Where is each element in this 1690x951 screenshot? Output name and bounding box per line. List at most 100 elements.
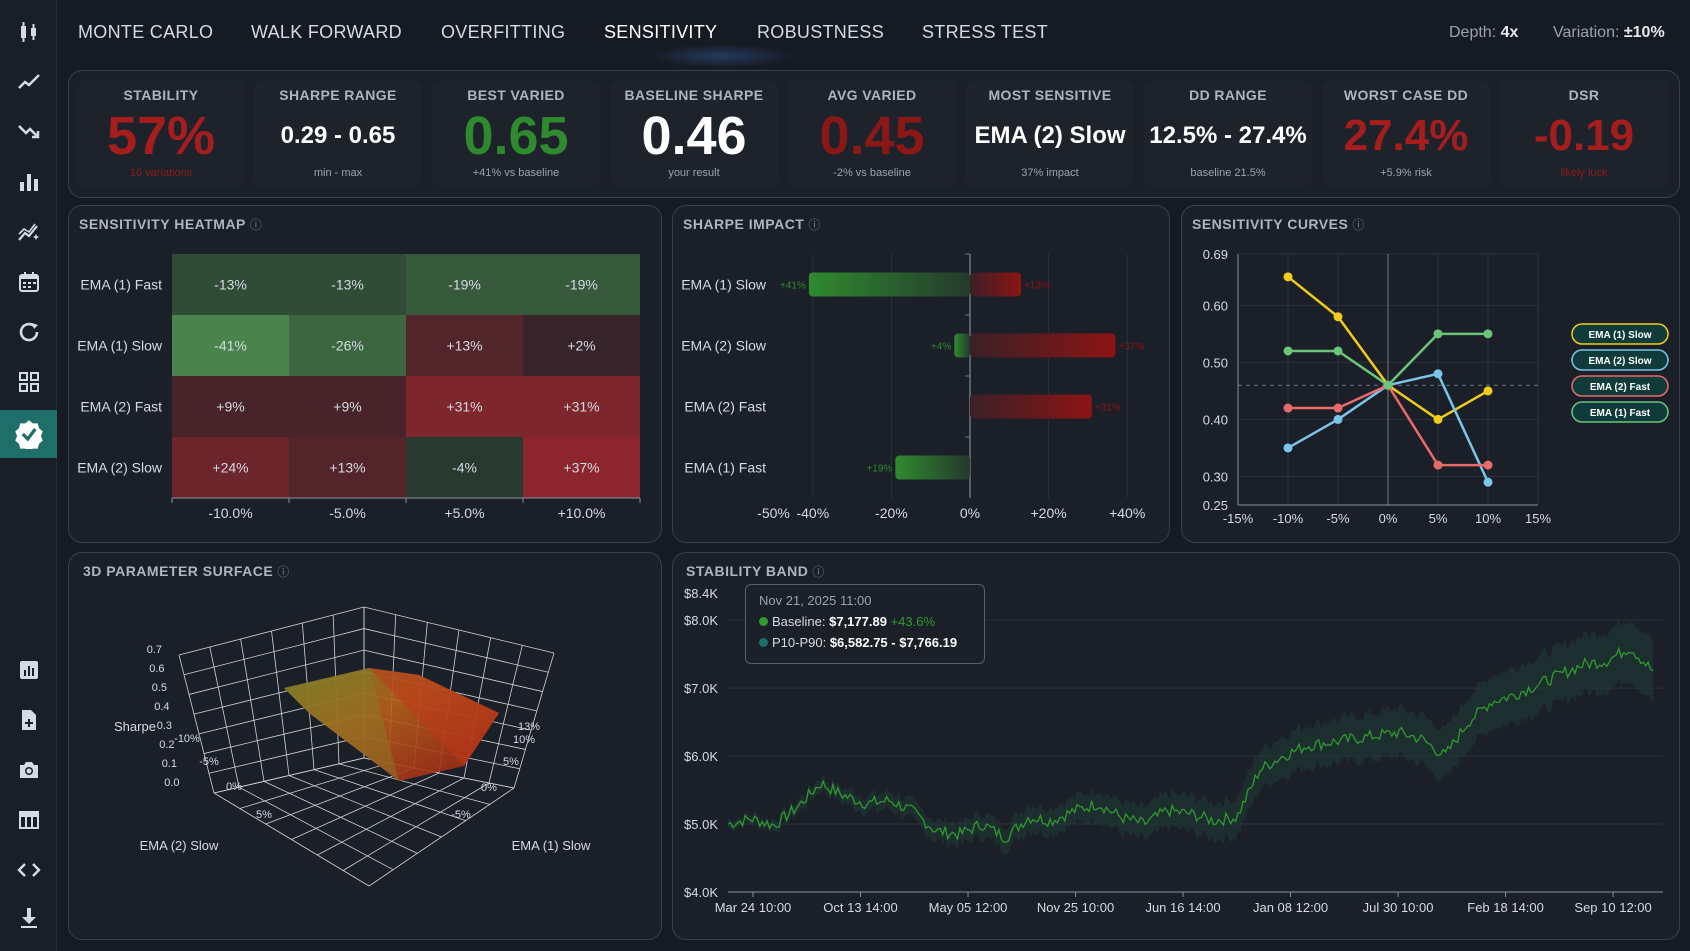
add-file-icon[interactable] [0,698,57,742]
curves-title: SENSITIVITY CURVES ⓘ [1192,216,1365,233]
metric-label: AVG VARIED [827,87,917,103]
surface-gridline [513,652,555,789]
metric-value: 27.4% [1343,111,1469,160]
curves-legend-label: EMA (1) Slow [1589,330,1652,341]
surface-z-tick: 0.3 [157,720,172,732]
calendar-icon[interactable] [0,260,57,304]
verified-badge-icon[interactable] [0,410,57,458]
metric-sub: min - max [313,167,363,179]
curves-point [1283,346,1293,356]
heatmap-row-label: EMA (2) Fast [80,399,162,415]
curves-point [1333,414,1343,424]
band-baseline-line [727,646,1654,843]
curves-legend-pill [1571,401,1669,423]
range-dot [759,638,768,647]
report-icon[interactable] [0,648,57,692]
surface-title: 3D PARAMETER SURFACE ⓘ [83,563,290,580]
tooltip-baseline-value: $7,177.89 [829,614,887,629]
info-icon[interactable]: ⓘ [277,565,290,579]
surface-facet [369,668,499,766]
curves-x-label: -10% [1273,511,1304,526]
surface-x-tick: -5% [199,756,219,768]
candlestick-icon[interactable] [0,10,57,54]
tab-robustness[interactable]: ROBUSTNESS [757,22,885,42]
tab-overfitting[interactable]: OVERFITTING [441,22,566,42]
line-chart-icon[interactable] [0,60,57,104]
surface-y-tick: 10% [513,734,535,746]
tooltip-range-row: P10-P90: $6,582.75 - $7,766.19 [759,635,971,650]
info-icon[interactable]: ⓘ [1352,218,1365,232]
curves-y-label: 0.30 [1203,469,1228,484]
surface-y-tick: 0% [481,782,497,794]
variation-indicator[interactable]: Variation: ±10% [1553,24,1665,42]
band-panel: STABILITY BAND ⓘ $8.4K $8.0K $7.0K $6.0K $5.0… [672,552,1680,940]
tooltip-range-label: P10-P90: [772,635,827,650]
curves-y-label: 0.25 [1203,498,1228,513]
info-icon[interactable]: ⓘ [808,218,821,232]
heatmap-cell [406,376,523,437]
heatmap-chart: EMA (1) Fast -13% -13% -19% -19% EMA (1) Slow… [77,254,641,521]
tab-sensitivity[interactable]: SENSITIVITY [604,22,718,42]
heatmap-cell-label: -41% [214,338,247,354]
impact-x-label: -20% [875,505,908,521]
metric-worst-case-dd: WORST CASE DD 27.4% +5.9% risk [1322,81,1490,187]
depth-indicator[interactable]: Depth: 4x [1449,24,1518,42]
band-title-text: STABILITY BAND [686,563,809,579]
tab-walk-forward[interactable]: WALK FORWARD [251,22,402,42]
grid-icon[interactable] [0,360,57,404]
surface-y-tick: 5% [503,756,519,768]
heatmap-cell-label: +13% [329,460,365,476]
curves-chart: 0.69 0.60 0.50 0.40 0.30 0.25-15% -10% -5% 0% 5% 1… [1203,247,1669,526]
heatmap-cell [406,254,523,315]
curves-title-text: SENSITIVITY CURVES [1192,216,1349,232]
download-icon[interactable] [0,896,57,940]
surface-gridline [368,787,515,887]
tab-monte-carlo[interactable]: MONTE CARLO [78,22,214,42]
impact-row-label: EMA (2) Slow [681,338,767,354]
curves-legend-label: EMA (2) Slow [1589,356,1652,367]
impact-bar-label: +41% [780,281,806,292]
impact-row-label: EMA (1) Fast [684,460,766,476]
metric-label: SHARPE RANGE [279,87,397,103]
band-x-label: Feb 18 14:00 [1467,900,1544,915]
surface-facet [284,668,399,781]
camera-icon[interactable] [0,748,57,792]
table-icon[interactable] [0,798,57,842]
heatmap-x-label: +10.0% [558,505,606,521]
curves-y-label: 0.60 [1203,298,1228,313]
metric-baseline-sharpe: BASELINE SHARPE 0.46 your result [610,81,778,187]
impact-bar-positive [970,272,1022,297]
surface-z-tick: 0.4 [154,701,169,713]
band-y-label: $5.0K [684,817,718,832]
tab-stress-test[interactable]: STRESS TEST [922,22,1048,42]
curves-x-label: 5% [1429,511,1448,526]
impact-bar-label: +4% [931,342,951,353]
impact-bar-negative [808,272,970,297]
heatmap-cell [172,315,289,376]
curves-y-label: 0.50 [1203,355,1228,370]
metric-stability: STABILITY 57% 16 variations [77,81,245,187]
surface-z-tick: 0.2 [159,739,174,751]
bar-chart-icon[interactable] [0,160,57,204]
heatmap-cell-label: -13% [331,277,364,293]
surface-z-tick: 0.5 [152,682,167,694]
surface-z-tick: 0.7 [147,644,162,656]
code-icon[interactable] [0,848,57,892]
band-x-label: Jul 30 10:00 [1363,900,1434,915]
metric-sub: 16 variations [129,167,193,179]
info-icon[interactable]: ⓘ [812,565,825,579]
surface-chart[interactable]: 0.7 0.6 0.5 0.4 0.3 0.2 0.1 0.0 Sharpe -10% -5% 0% 5… [69,553,663,941]
refresh-icon[interactable] [0,310,57,354]
band-title: STABILITY BAND ⓘ [686,563,825,580]
curves-point [1333,403,1343,413]
trend-down-icon[interactable] [0,110,57,154]
info-icon[interactable]: ⓘ [249,218,263,232]
heatmap-cell [289,315,406,376]
metric-best-varied: BEST VARIED 0.65 +41% vs baseline [432,81,600,187]
sparkle-chart-icon[interactable] [0,210,57,254]
metric-value: 0.45 [819,106,925,166]
impact-x-label: +20% [1030,505,1066,521]
metric-label: MOST SENSITIVE [988,87,1112,103]
heatmap-cell [523,254,640,315]
surface-z-tick: 0.6 [149,663,164,675]
